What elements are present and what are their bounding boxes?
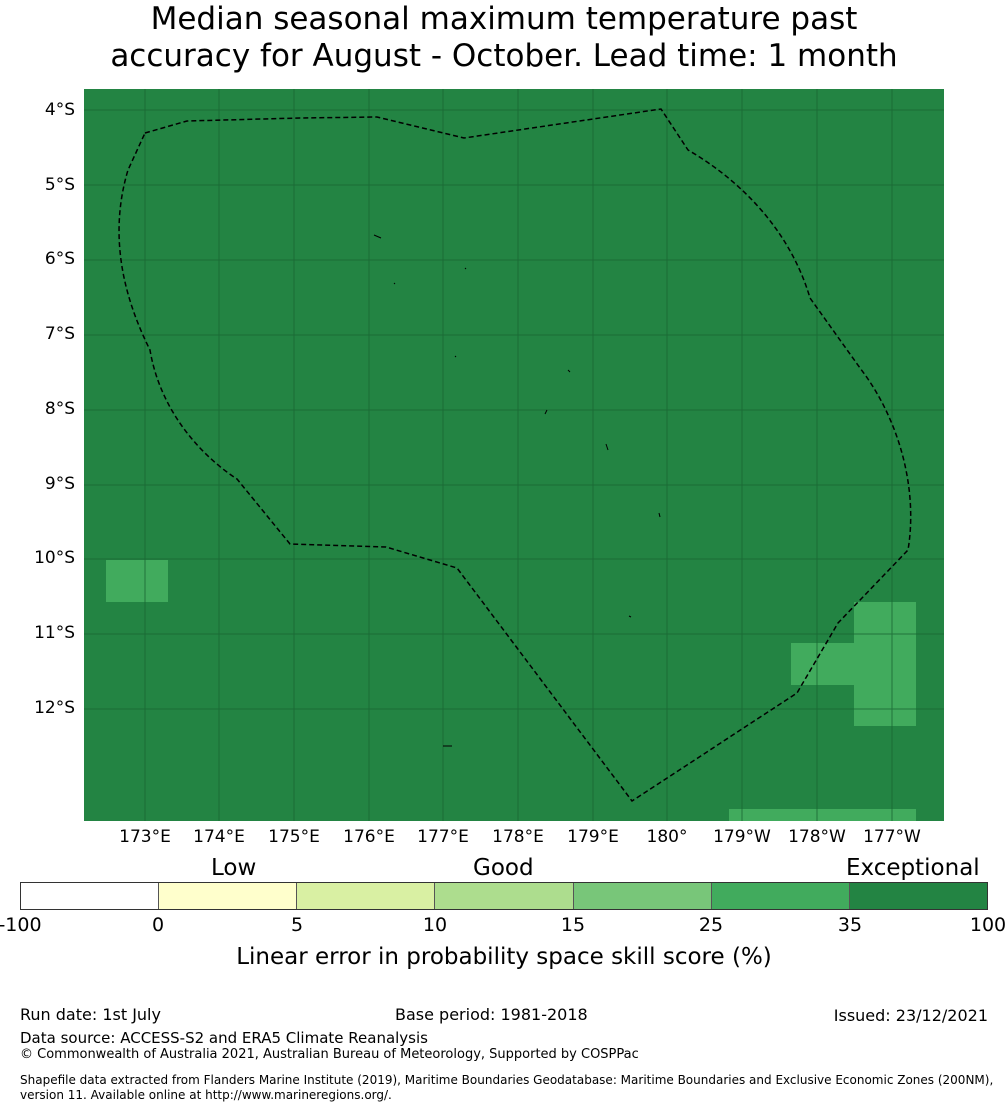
lon-label: 179°E xyxy=(567,827,619,847)
lat-label: 8°S xyxy=(44,399,75,419)
colorbar-category-good: Good xyxy=(473,855,534,881)
lat-label: 5°S xyxy=(44,175,75,195)
map-title-line-2: accuracy for August - October. Lead time… xyxy=(110,38,898,74)
colorbar-tick: 10 xyxy=(422,914,448,936)
colorbar-tick: 100 xyxy=(969,914,1007,936)
lon-label: 177°W xyxy=(863,827,921,847)
map-background-exceptional xyxy=(84,89,944,821)
lat-label: 6°S xyxy=(44,249,75,269)
colorbar-category-exceptional: Exceptional xyxy=(846,855,980,881)
island-outlines xyxy=(373,234,661,747)
colorbar-label: Linear error in probability space skill … xyxy=(236,944,772,970)
lat-label: 11°S xyxy=(34,623,75,643)
lon-label: 176°E xyxy=(343,827,395,847)
colorbar-tick: 35 xyxy=(837,914,863,936)
map-gridlines xyxy=(84,89,944,821)
skill-cell-25-35 xyxy=(106,560,168,602)
lat-label: 9°S xyxy=(44,474,75,494)
colorbar-category-low: Low xyxy=(211,855,257,881)
lon-label: 180° xyxy=(646,827,688,847)
colorbar-segment xyxy=(159,883,298,909)
colorbar-tick: 5 xyxy=(290,914,304,936)
colorbar-segment xyxy=(435,883,574,909)
lat-label: 10°S xyxy=(34,548,75,568)
issued-date: Issued: 23/12/2021 xyxy=(833,1006,988,1025)
colorbar-segment xyxy=(297,883,436,909)
base-period: Base period: 1981-2018 xyxy=(395,1005,588,1024)
shapefile-credit-line-1: Shapefile data extracted from Flanders M… xyxy=(20,1073,994,1087)
lat-label: 4°S xyxy=(44,100,75,120)
lat-label: 7°S xyxy=(44,324,75,344)
colorbar-tick: 0 xyxy=(151,914,165,936)
skill-cell-25-35 xyxy=(854,602,916,726)
data-source: Data source: ACCESS-S2 and ERA5 Climate … xyxy=(20,1029,428,1047)
run-date: Run date: 1st July xyxy=(20,1005,161,1024)
map-title-line-1: Median seasonal maximum temperature past xyxy=(150,1,858,37)
colorbar-segment xyxy=(849,883,987,909)
lon-label: 178°E xyxy=(492,827,544,847)
colorbar-tick: 25 xyxy=(698,914,724,936)
lon-label: 175°E xyxy=(268,827,320,847)
colorbar-segment xyxy=(21,883,160,909)
colorbar-segment xyxy=(711,883,850,909)
lat-label: 12°S xyxy=(34,698,75,718)
lon-label: 173°E xyxy=(119,827,171,847)
skill-cell-25-35 xyxy=(729,809,916,821)
lon-label: 177°E xyxy=(417,827,469,847)
colorbar-segment xyxy=(573,883,712,909)
lon-label: 179°W xyxy=(713,827,771,847)
shapefile-credit-line-2: version 11. Available online at http://w… xyxy=(20,1088,392,1102)
copyright: © Commonwealth of Australia 2021, Austra… xyxy=(20,1047,639,1062)
lon-label: 178°W xyxy=(788,827,846,847)
skill-score-map xyxy=(84,89,944,821)
colorbar xyxy=(20,882,988,910)
eez-boundary xyxy=(118,108,912,803)
colorbar-tick: -100 xyxy=(0,914,42,936)
lon-label: 174°E xyxy=(193,827,245,847)
colorbar-tick: 15 xyxy=(560,914,586,936)
